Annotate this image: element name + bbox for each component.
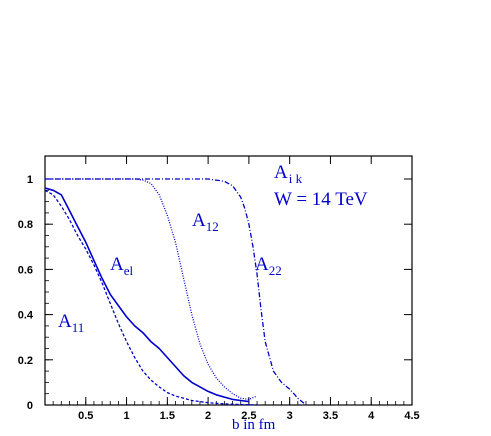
x-tick-label: 4.5 xyxy=(404,410,419,422)
y-tick-label: 0.2 xyxy=(18,355,33,367)
x-tick-label: 3 xyxy=(287,410,293,422)
label-ael-base: A xyxy=(110,254,124,275)
label-a22-base: A xyxy=(255,254,269,275)
label-a11-base: A xyxy=(58,311,72,332)
y-tick-label: 0.6 xyxy=(18,264,33,276)
x-axis-label: b in fm xyxy=(232,417,276,433)
legend-title-base: A xyxy=(274,162,288,183)
x-tick-label: 2.5 xyxy=(241,410,256,422)
label-a12: A12 xyxy=(192,210,219,234)
label-a22: A22 xyxy=(255,254,282,278)
label-a12-sub: 12 xyxy=(206,219,219,234)
x-tick-label: 3.5 xyxy=(323,410,338,422)
label-a11: A11 xyxy=(58,311,84,335)
x-tick-label: 4 xyxy=(368,410,375,422)
y-axis-ticks: 0 0.2 0.4 0.6 0.8 1 xyxy=(18,174,412,412)
y-tick-label: 0.8 xyxy=(18,219,33,231)
x-tick-label: 1.5 xyxy=(160,410,175,422)
y-tick-label: 0.4 xyxy=(18,310,34,322)
series-line-0 xyxy=(44,187,250,403)
x-axis-ticks: 0.5 1 1.5 2 2.5 3 3.5 4 4.5 xyxy=(52,156,420,422)
x-tick-label: 2 xyxy=(205,410,211,422)
series-line-2 xyxy=(45,178,258,401)
legend-title-label: Ai k xyxy=(274,162,303,186)
label-a11-sub: 11 xyxy=(72,320,85,335)
energy-label: W = 14 TeV xyxy=(274,189,368,210)
label-ael-sub: el xyxy=(124,263,134,278)
y-tick-label: 1 xyxy=(27,174,33,186)
label-a22-sub: 22 xyxy=(269,263,282,278)
label-ael: Ael xyxy=(110,254,134,278)
series-line-3 xyxy=(45,178,307,406)
series-layer xyxy=(44,178,307,406)
x-tick-label: 0.5 xyxy=(78,410,93,422)
x-tick-label: 1 xyxy=(123,410,129,422)
legend-title-sub: i k xyxy=(289,171,303,186)
label-a12-base: A xyxy=(192,210,206,231)
series-line-1 xyxy=(44,189,258,406)
y-tick-label: 0 xyxy=(27,400,33,412)
